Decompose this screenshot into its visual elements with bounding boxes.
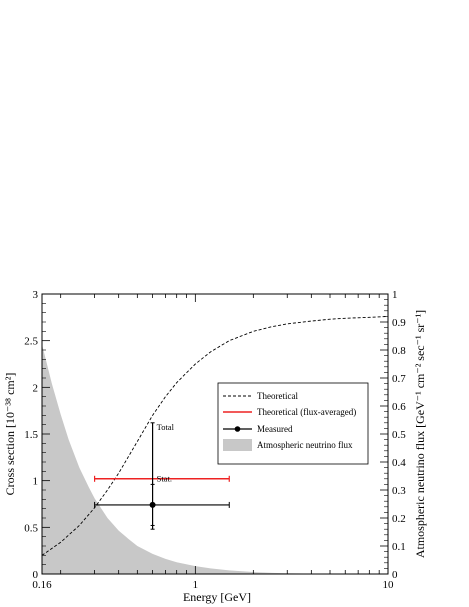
- y2-tick-label: 0.7: [392, 373, 406, 385]
- y2-tick-label: 0.8: [392, 345, 406, 357]
- legend-label-flux: Atmospheric neutrino flux: [257, 440, 353, 450]
- legend-swatch-flux: [223, 439, 252, 451]
- theoretical-curve: [42, 315, 388, 556]
- y-tick-label: 1: [33, 476, 39, 488]
- y-axis-title: Cross section [10⁻³⁸ cm²]: [3, 373, 17, 496]
- legend-label-flux-averaged: Theoretical (flux-averaged): [257, 407, 356, 417]
- legend-swatch-measured-point: [234, 426, 241, 432]
- y-tick-label: 3: [33, 289, 39, 301]
- y2-tick-label: 0.2: [392, 513, 406, 525]
- legend-label-theoretical: Theoretical: [257, 391, 298, 401]
- y2-tick-label: 0.6: [392, 401, 406, 413]
- y-tick-label: 0: [33, 569, 39, 581]
- y2-tick-label: 0.4: [392, 457, 406, 469]
- legend-label-measured: Measured: [257, 424, 293, 434]
- y2-axis-title: Atmospheric neutrino flux [GeV⁻¹ cm⁻² se…: [413, 310, 427, 558]
- x-tick-label: 0.16: [32, 579, 52, 591]
- y-tick-label: 2: [33, 382, 39, 394]
- x-axis-title: Energy [GeV]: [183, 590, 251, 604]
- y2-tick-label: 0.1: [392, 541, 406, 553]
- y2-tick-label: 1: [392, 289, 398, 301]
- y-tick-label: 2.5: [24, 336, 38, 348]
- y2-tick-label: 0: [392, 569, 398, 581]
- x-tick-label: 10: [383, 579, 395, 591]
- x-tick-label: 1: [193, 579, 199, 591]
- y2-tick-label: 0.5: [392, 429, 406, 441]
- annotation-stat: Stat.: [157, 473, 172, 483]
- y2-tick-label: 0.3: [392, 485, 406, 497]
- y-tick-label: 1.5: [24, 429, 38, 441]
- y-tick-label: 0.5: [24, 522, 38, 534]
- legend: Theoretical Theoretical (flux-averaged) Me…: [217, 382, 369, 465]
- y2-tick-label: 0.9: [392, 317, 406, 329]
- measured-point: [149, 501, 156, 508]
- annotation-total: Total: [157, 422, 175, 432]
- flux-area: [42, 344, 388, 574]
